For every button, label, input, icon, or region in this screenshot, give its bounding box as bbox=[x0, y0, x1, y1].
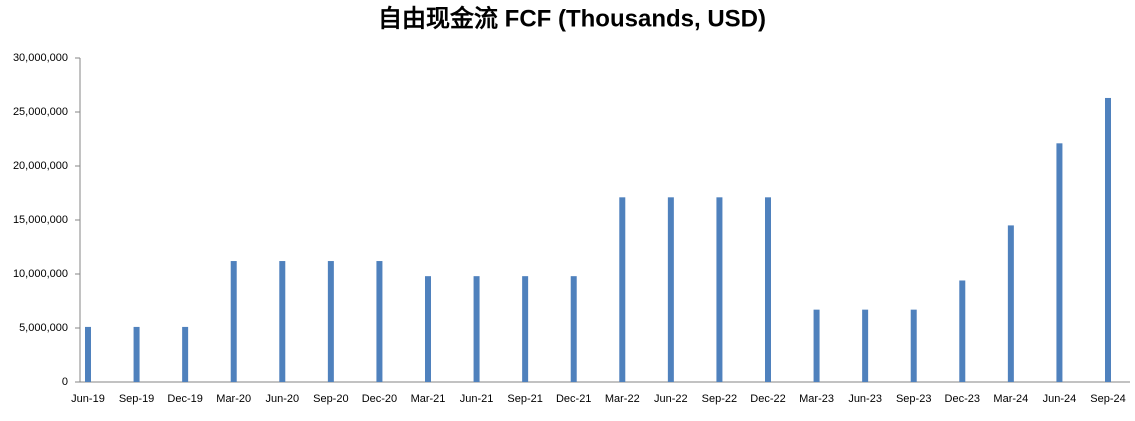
bar bbox=[1007, 225, 1014, 382]
y-tick-label: 5,000,000 bbox=[19, 322, 68, 334]
x-tick-label: Mar-21 bbox=[411, 393, 446, 405]
y-tick-label: 20,000,000 bbox=[13, 160, 68, 172]
x-tick-label: Jun-22 bbox=[654, 393, 688, 405]
x-tick-label: Sep-24 bbox=[1090, 393, 1125, 405]
bar bbox=[716, 197, 723, 382]
bar bbox=[862, 309, 869, 382]
bar bbox=[959, 280, 966, 382]
bar bbox=[376, 261, 383, 382]
x-tick-label: Dec-19 bbox=[167, 393, 202, 405]
x-tick-label: Dec-20 bbox=[362, 393, 397, 405]
x-tick-label: Dec-23 bbox=[945, 393, 980, 405]
bar bbox=[279, 261, 286, 382]
bar bbox=[133, 326, 140, 382]
bar bbox=[425, 276, 431, 382]
x-tick-label: Dec-22 bbox=[750, 393, 785, 405]
bar bbox=[473, 276, 480, 382]
x-tick-label: Sep-19 bbox=[119, 393, 154, 405]
x-tick-label: Mar-24 bbox=[993, 393, 1028, 405]
bar bbox=[182, 326, 189, 382]
x-tick-label: Jun-24 bbox=[1043, 393, 1077, 405]
x-tick-label: Sep-23 bbox=[896, 393, 931, 405]
y-tick-label: 10,000,000 bbox=[13, 268, 68, 280]
x-tick-label: Jun-23 bbox=[848, 393, 882, 405]
bar bbox=[910, 309, 917, 382]
bar bbox=[813, 309, 820, 382]
bar bbox=[522, 276, 529, 382]
bar bbox=[570, 276, 577, 382]
x-tick-label: Mar-20 bbox=[216, 393, 251, 405]
y-tick-label: 30,000,000 bbox=[13, 52, 68, 64]
x-tick-label: Jun-19 bbox=[71, 393, 105, 405]
x-tick-label: Mar-22 bbox=[605, 393, 640, 405]
x-tick-label: Sep-21 bbox=[507, 393, 542, 405]
y-tick-label: 25,000,000 bbox=[13, 106, 68, 118]
bar bbox=[1056, 143, 1063, 382]
chart-title: 自由现金流 FCF (Thousands, USD) bbox=[378, 4, 766, 32]
bar bbox=[85, 326, 91, 382]
y-tick-label: 0 bbox=[62, 376, 68, 388]
bar bbox=[765, 197, 771, 382]
bar bbox=[619, 197, 626, 382]
x-tick-label: Jun-20 bbox=[265, 393, 299, 405]
y-tick-label: 15,000,000 bbox=[13, 214, 68, 226]
x-tick-label: Sep-20 bbox=[313, 393, 348, 405]
x-tick-label: Mar-23 bbox=[799, 393, 834, 405]
bar bbox=[667, 197, 674, 382]
bar bbox=[327, 261, 334, 382]
x-tick-label: Dec-21 bbox=[556, 393, 591, 405]
x-tick-label: Sep-22 bbox=[702, 393, 737, 405]
bar bbox=[1105, 97, 1111, 383]
bar bbox=[230, 261, 237, 382]
x-tick-label: Jun-21 bbox=[460, 393, 494, 405]
